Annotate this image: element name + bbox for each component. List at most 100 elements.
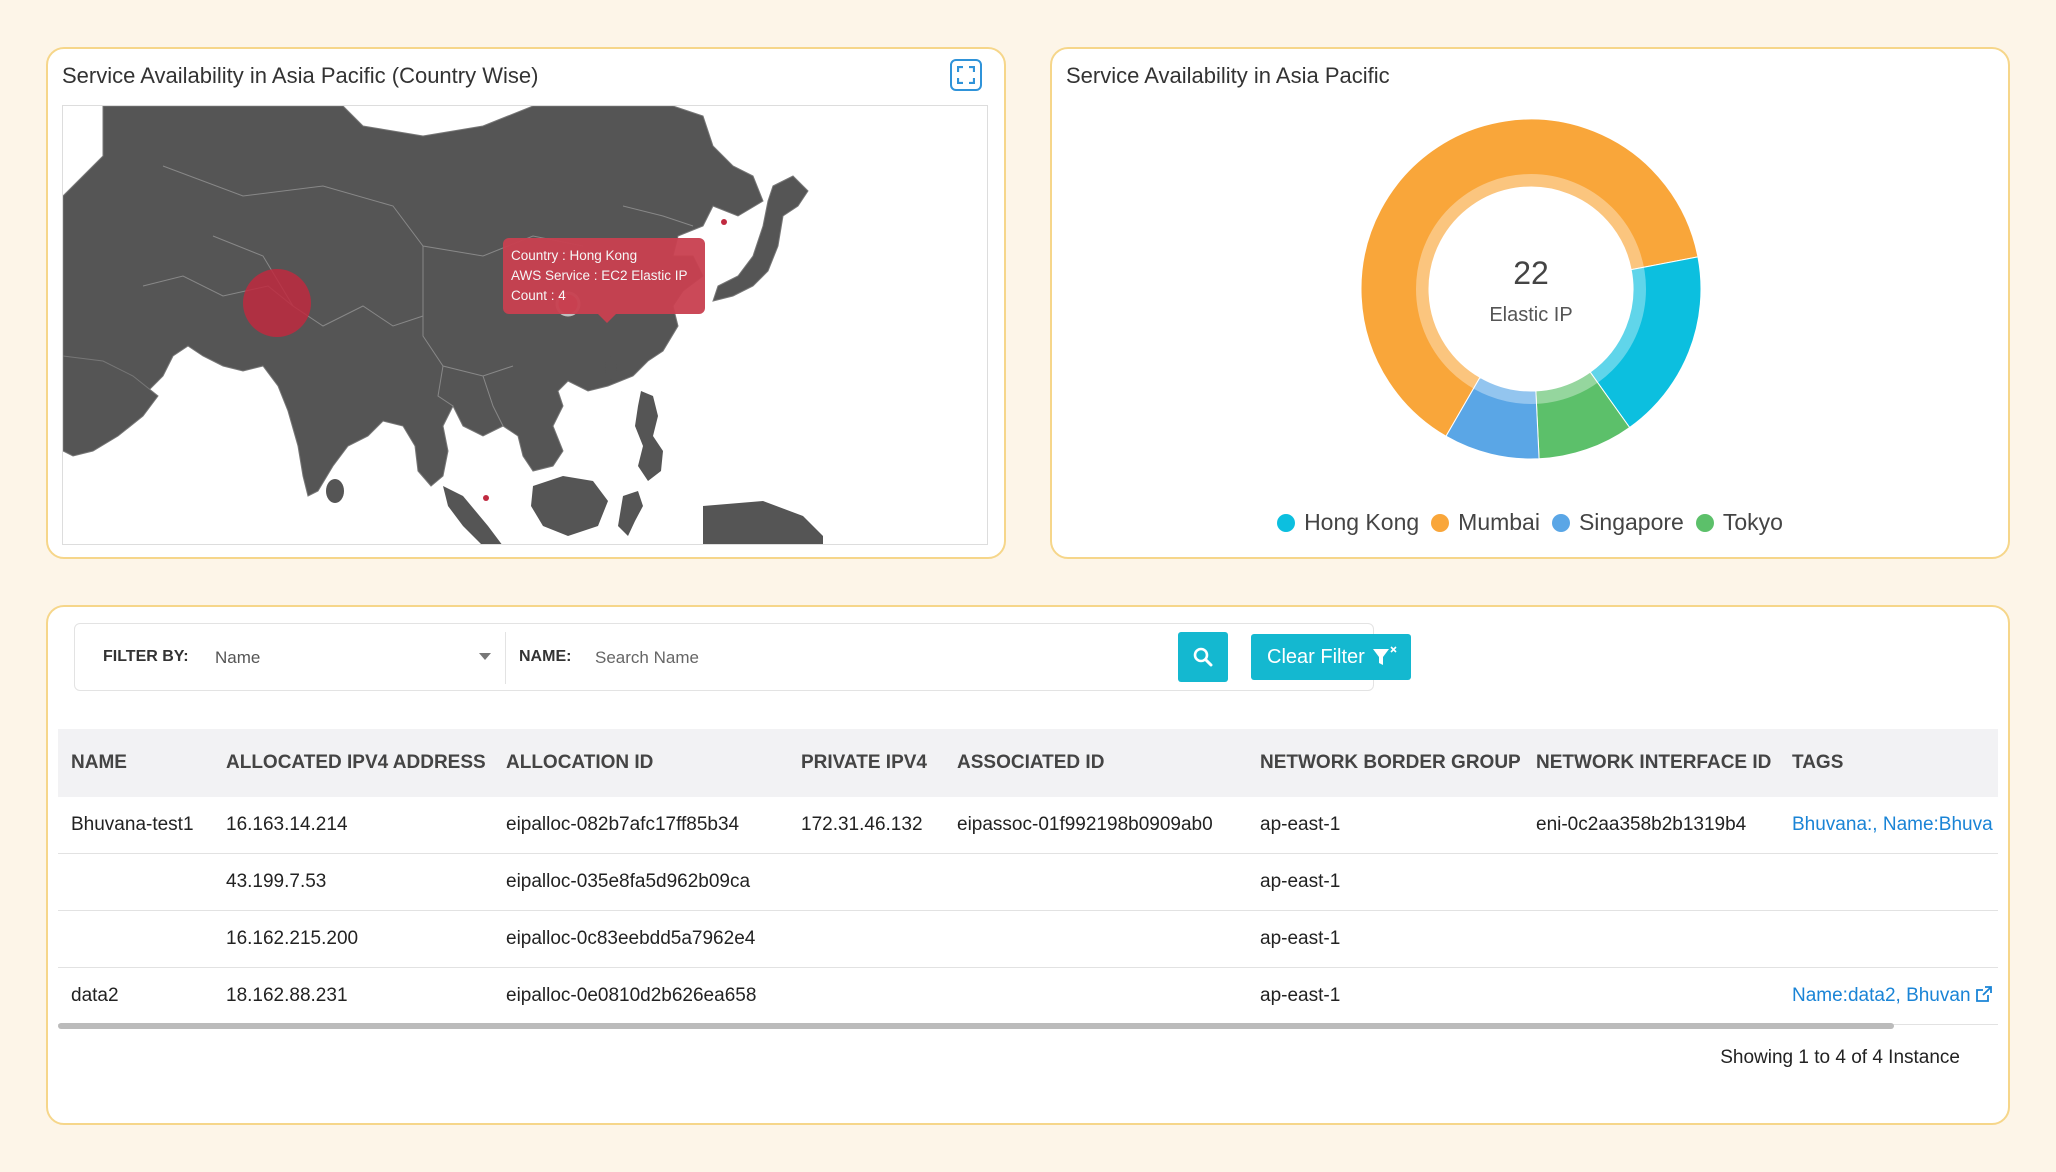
legend-item-singapore[interactable]: Singapore — [1551, 509, 1684, 536]
landmass-new-guinea — [703, 501, 823, 544]
cell-associated-id: eipassoc-01f992198b0909ab0 — [944, 797, 1247, 854]
landmass-sulawesi — [618, 491, 643, 536]
cell-name: data2 — [58, 967, 213, 1025]
landmass-sumatra — [443, 486, 502, 544]
search-button[interactable] — [1178, 632, 1228, 682]
legend-dot — [1551, 513, 1570, 532]
clear-filter-button[interactable]: Clear Filter — [1251, 634, 1411, 680]
donut-chart: 22 Elastic IP — [1360, 118, 1702, 460]
map-panel: Service Availability in Asia Pacific (Co… — [46, 47, 1006, 559]
cell-border-group: ap-east-1 — [1247, 910, 1523, 968]
cell-allocation-id: eipalloc-035e8fa5d962b09ca — [493, 853, 788, 911]
tooltip-service: AWS Service : EC2 Elastic IP — [511, 268, 688, 283]
cell-interface-id — [1523, 910, 1779, 968]
donut-panel-title: Service Availability in Asia Pacific — [1066, 63, 1390, 88]
cell-name — [58, 853, 213, 911]
cell-allocation-id: eipalloc-0e0810d2b626ea658 — [493, 967, 788, 1025]
cell-interface-id — [1523, 967, 1779, 1025]
horizontal-scrollbar[interactable] — [58, 1023, 1894, 1029]
donut-center-value: 22 — [1513, 255, 1549, 291]
marker-mumbai — [243, 269, 311, 337]
chevron-down-icon[interactable] — [479, 653, 491, 660]
legend-item-tokyo[interactable]: Tokyo — [1695, 509, 1783, 536]
cell-private-ipv4 — [788, 853, 944, 911]
funnel-clear-icon — [1372, 646, 1397, 665]
cell-tags-link[interactable] — [1779, 853, 1998, 911]
cell-allocation-id: eipalloc-0c83eebdd5a7962e4 — [493, 910, 788, 968]
donut-legend: Hong Kong Mumbai Singapore Tokyo — [1052, 509, 2008, 536]
cell-ipv4: 16.163.14.214 — [213, 797, 493, 854]
cell-associated-id — [944, 910, 1247, 968]
map-panel-title: Service Availability in Asia Pacific (Co… — [62, 63, 539, 88]
filter-by-label: FILTER BY: — [103, 648, 189, 665]
country-borders — [142, 165, 694, 427]
cell-associated-id — [944, 967, 1247, 1025]
table-row[interactable]: 43.199.7.53 eipalloc-035e8fa5d962b09ca a… — [58, 853, 1998, 911]
filter-divider — [505, 632, 506, 684]
cell-tags-link[interactable]: Bhuvana:, Name:Bhuva — [1779, 797, 1998, 854]
cell-private-ipv4: 172.31.46.132 — [788, 797, 944, 854]
filter-by-select[interactable]: Name — [215, 648, 261, 667]
legend-label: Mumbai — [1458, 509, 1540, 535]
search-name-input[interactable] — [595, 638, 1195, 678]
instances-panel: FILTER BY: Name NAME: Clear Filter — [46, 605, 2010, 1125]
legend-dot — [1277, 513, 1296, 532]
column-header-network-interface-id[interactable]: NETWORK INTERFACE ID — [1536, 752, 1772, 773]
landmass-borneo — [531, 476, 608, 536]
column-header-allocation-id[interactable]: ALLOCATION ID — [506, 752, 654, 773]
legend-dot — [1431, 513, 1450, 532]
column-header-name[interactable]: NAME — [71, 752, 127, 773]
filter-bar: FILTER BY: Name NAME: Clear Filter — [74, 623, 1411, 691]
table-row[interactable]: 16.162.215.200 eipalloc-0c83eebdd5a7962e… — [58, 910, 1998, 968]
landmass-arabia — [63, 355, 159, 457]
cell-interface-id — [1523, 853, 1779, 911]
expand-icon[interactable] — [950, 59, 982, 91]
legend-item-mumbai[interactable]: Mumbai — [1431, 509, 1540, 536]
cell-tags-link[interactable] — [1779, 910, 1998, 968]
donut-panel: Service Availability in Asia Pacific 22 … — [1050, 47, 2010, 559]
table-header-row: NAME ALLOCATED IPV4 ADDRESS ALLOCATION I… — [58, 729, 1998, 797]
cell-ipv4: 43.199.7.53 — [213, 853, 493, 911]
legend-dot — [1695, 513, 1714, 532]
map-svg — [63, 106, 823, 544]
landmass-japan — [712, 175, 809, 302]
cell-name: Bhuvana-test1 — [58, 797, 213, 854]
donut-center-label: Elastic IP — [1489, 304, 1572, 326]
tags-link[interactable]: Name:data2, Bhuvan — [1792, 985, 1971, 1006]
pagination-summary: Showing 1 to 4 of 4 Instance — [1720, 1047, 1960, 1068]
search-icon — [1193, 647, 1213, 667]
cell-border-group: ap-east-1 — [1247, 967, 1523, 1025]
cell-name — [58, 910, 213, 968]
column-header-network-border-group[interactable]: NETWORK BORDER GROUP — [1260, 752, 1521, 773]
clear-filter-label: Clear Filter — [1267, 645, 1365, 668]
asia-pacific-map[interactable]: Country : Hong Kong AWS Service : EC2 El… — [62, 105, 988, 545]
tooltip-country: Country : Hong Kong — [511, 248, 638, 263]
table-row[interactable]: data2 18.162.88.231 eipalloc-0e0810d2b62… — [58, 967, 1998, 1025]
table-row[interactable]: Bhuvana-test1 16.163.14.214 eipalloc-082… — [58, 797, 1998, 854]
column-header-associated-id[interactable]: ASSOCIATED ID — [957, 752, 1105, 773]
cell-allocation-id: eipalloc-082b7afc17ff85b34 — [493, 797, 788, 854]
legend-label: Singapore — [1578, 509, 1684, 535]
cell-interface-id: eni-0c2aa358b2b1319b4 — [1523, 797, 1779, 854]
landmass-taiwan — [605, 356, 617, 380]
landmass-sri-lanka — [326, 479, 344, 503]
landmass-philippines — [635, 391, 663, 481]
column-header-tags[interactable]: TAGS — [1792, 752, 1844, 773]
cell-tags-link[interactable]: Name:data2, Bhuvan — [1779, 967, 1998, 1025]
map-tooltip: Country : Hong Kong AWS Service : EC2 El… — [503, 238, 705, 323]
cell-private-ipv4 — [788, 967, 944, 1025]
tooltip-count: Count : 4 — [511, 288, 566, 303]
legend-label: Tokyo — [1722, 509, 1783, 535]
cell-private-ipv4 — [788, 910, 944, 968]
legend-item-hong-kong[interactable]: Hong Kong — [1277, 509, 1419, 536]
column-header-allocated-ipv4[interactable]: ALLOCATED IPV4 ADDRESS — [226, 752, 486, 773]
cell-ipv4: 18.162.88.231 — [213, 967, 493, 1025]
column-header-private-ipv4[interactable]: PRIVATE IPV4 — [801, 752, 927, 773]
marker-singapore — [483, 495, 489, 501]
legend-label: Hong Kong — [1304, 509, 1420, 535]
cell-ipv4: 16.162.215.200 — [213, 910, 493, 968]
external-link-icon[interactable] — [1975, 986, 1992, 1002]
cell-border-group: ap-east-1 — [1247, 797, 1523, 854]
instances-table: NAME ALLOCATED IPV4 ADDRESS ALLOCATION I… — [58, 729, 1998, 1029]
cell-associated-id — [944, 853, 1247, 911]
